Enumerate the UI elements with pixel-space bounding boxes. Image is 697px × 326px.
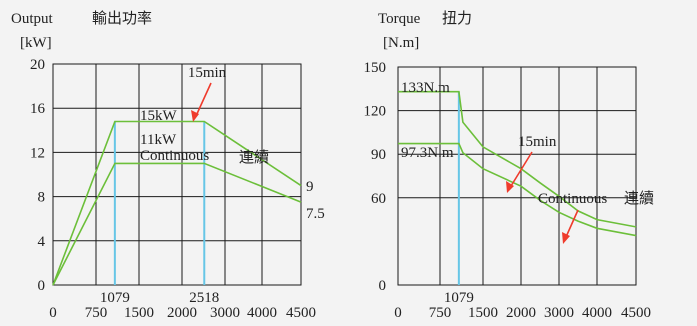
arrow-head-15min — [506, 181, 514, 193]
torque-title: Torque — [378, 11, 421, 27]
arrow-15min — [195, 82, 212, 117]
x-tick-label: 750 — [429, 305, 452, 321]
x-tick-label: 4000 — [247, 305, 277, 321]
plot-frame — [397, 66, 637, 286]
label-continuous: Continuous — [538, 191, 607, 207]
arrow-label-15min: 15min — [188, 65, 227, 81]
y-tick-label: 90 — [371, 147, 386, 163]
arrow-head-15min — [191, 110, 199, 122]
label-continuous: Continuous — [140, 148, 209, 164]
y-tick-label: 120 — [364, 104, 387, 120]
output-chart: Output 輸出功率 [kW] 0 4 8 12 16 20 0 750 1500 2000 30… — [11, 10, 325, 321]
x-tick-label: 3000 — [210, 305, 240, 321]
x-tick-label: 4500 — [286, 305, 316, 321]
label-133nm: 133N.m — [401, 80, 450, 96]
arrow-15min — [510, 151, 533, 187]
end-value-continuous: 7.5 — [306, 206, 325, 222]
x-tick-label: 750 — [85, 305, 108, 321]
y-tick-label: 12 — [30, 145, 45, 161]
y-tick-label: 16 — [30, 101, 46, 117]
arrow-continuous — [565, 209, 579, 238]
label-97nm: 97.3N.m — [401, 145, 454, 161]
series-line-continuous — [52, 162, 302, 286]
arrow-head-continuous — [562, 232, 570, 244]
label-11kw: 11kW — [140, 132, 177, 148]
arrow-label-15min: 15min — [518, 134, 557, 150]
end-value-15min: 9 — [306, 179, 314, 195]
label-continuous-cjk: 連續 — [239, 149, 269, 166]
series-line-continuous — [398, 142, 637, 237]
series-line-15min — [398, 90, 637, 228]
output-title-cjk: 輸出功率 — [92, 10, 152, 27]
y-tick-label: 150 — [364, 60, 387, 76]
y-tick-label: 20 — [30, 57, 45, 73]
x-tick-label: 4500 — [621, 305, 651, 321]
output-title: Output — [11, 11, 54, 27]
x-tick-label: 4000 — [582, 305, 612, 321]
speed-marker-label: 2518 — [189, 290, 219, 306]
x-tick-label: 0 — [394, 305, 402, 321]
output-unit-label: [kW] — [20, 35, 52, 51]
y-tick-label: 8 — [38, 190, 46, 206]
plot-frame — [52, 63, 302, 286]
y-tick-label: 60 — [371, 191, 386, 207]
speed-marker-label: 1079 — [100, 290, 130, 306]
x-tick-label: 3000 — [544, 305, 574, 321]
torque-unit-label: [N.m] — [383, 35, 419, 51]
x-tick-label: 2000 — [506, 305, 536, 321]
speed-marker-label: 1079 — [444, 290, 474, 306]
y-tick-label: 0 — [38, 278, 46, 294]
x-tick-label: 0 — [49, 305, 57, 321]
label-continuous-cjk: 連續 — [624, 190, 654, 207]
y-tick-label: 0 — [379, 278, 387, 294]
x-tick-label: 1500 — [468, 305, 498, 321]
series-line-15min — [52, 120, 302, 286]
x-tick-label: 1500 — [124, 305, 154, 321]
x-tick-label: 2000 — [167, 305, 197, 321]
y-tick-label: 4 — [38, 234, 46, 250]
label-15kw: 15kW — [140, 108, 178, 124]
torque-title-cjk: 扭力 — [442, 10, 472, 27]
